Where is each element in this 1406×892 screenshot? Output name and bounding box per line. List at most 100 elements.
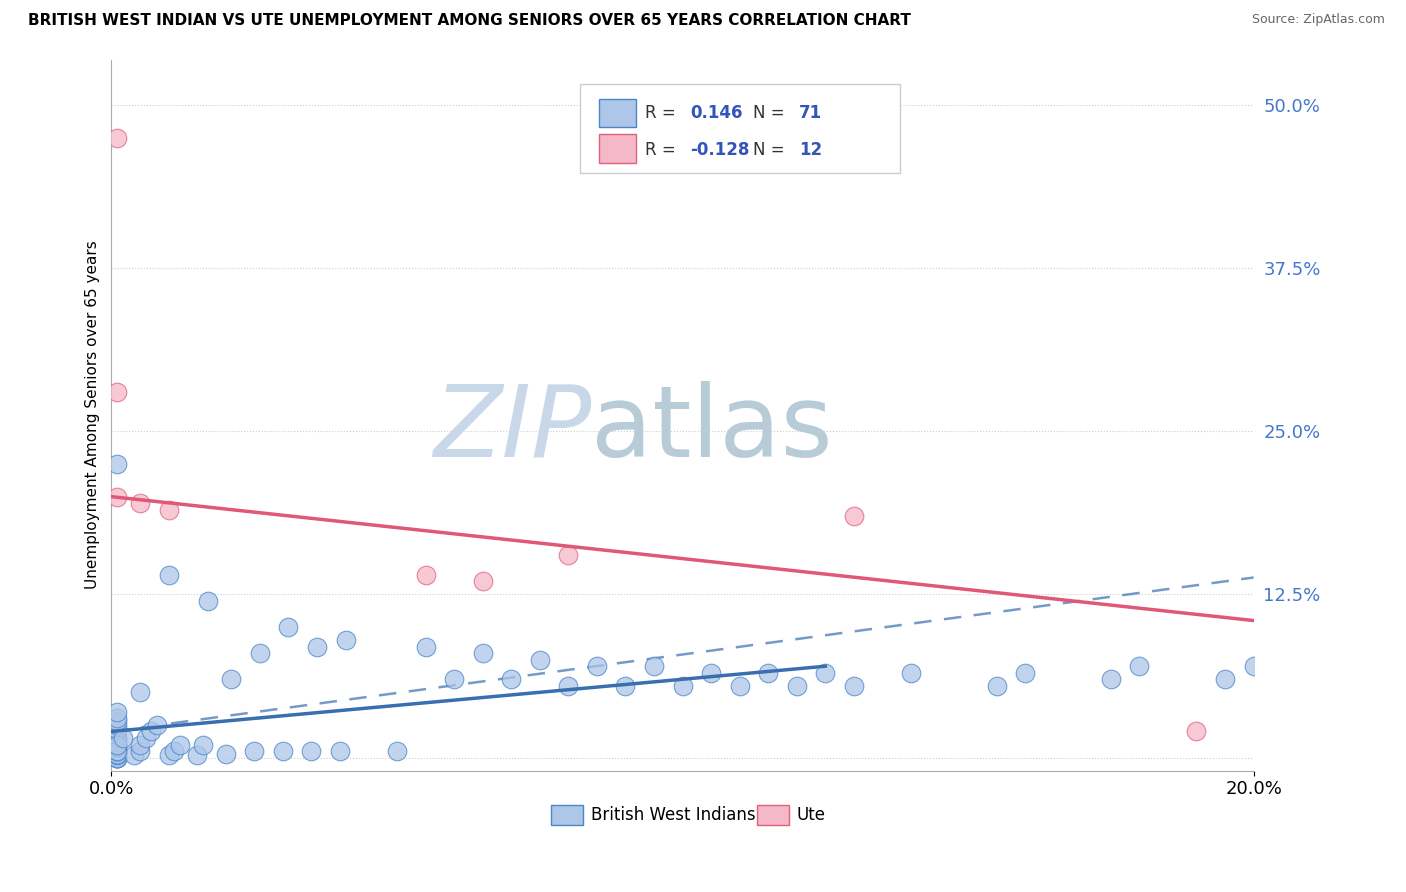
Point <box>105 750 128 764</box>
Point <box>501 673 523 687</box>
Point <box>105 131 128 145</box>
Text: R =: R = <box>645 104 681 122</box>
Point <box>728 679 751 693</box>
Point <box>122 747 145 762</box>
Point <box>671 679 693 693</box>
Point <box>105 457 128 471</box>
Point <box>415 640 437 654</box>
Point <box>986 679 1008 693</box>
Point <box>700 665 723 680</box>
Point <box>385 744 408 758</box>
Point <box>529 653 551 667</box>
Point <box>129 685 152 699</box>
Text: 0.146: 0.146 <box>690 104 742 122</box>
Point <box>221 673 243 687</box>
Point <box>443 673 465 687</box>
Point <box>105 490 128 504</box>
FancyBboxPatch shape <box>599 135 636 162</box>
Point <box>141 724 163 739</box>
Point <box>1099 673 1122 687</box>
Point <box>557 549 579 563</box>
Point <box>105 714 128 728</box>
Text: N =: N = <box>754 104 790 122</box>
Text: British West Indians: British West Indians <box>591 806 756 824</box>
Point <box>105 731 128 745</box>
Point <box>191 738 214 752</box>
Point <box>105 744 128 758</box>
Point <box>197 594 219 608</box>
Point <box>105 718 128 732</box>
Point <box>135 731 157 745</box>
Point <box>105 724 128 739</box>
Point <box>585 659 607 673</box>
Point <box>842 509 865 524</box>
Text: N =: N = <box>754 141 790 159</box>
Point <box>146 718 169 732</box>
Point <box>129 744 152 758</box>
Point <box>105 711 128 725</box>
Point <box>105 738 128 752</box>
Point <box>271 744 294 758</box>
Point <box>335 633 357 648</box>
Point <box>105 744 128 758</box>
Point <box>129 738 152 752</box>
Point <box>614 679 637 693</box>
Point <box>105 750 128 764</box>
FancyBboxPatch shape <box>599 99 636 128</box>
Point <box>105 747 128 761</box>
Point <box>329 744 352 758</box>
Point <box>169 738 191 752</box>
Point <box>105 740 128 755</box>
Point <box>105 735 128 749</box>
Point <box>105 750 128 764</box>
Point <box>105 722 128 736</box>
Point <box>643 659 665 673</box>
Point <box>1213 673 1236 687</box>
Point <box>163 744 186 758</box>
Text: Source: ZipAtlas.com: Source: ZipAtlas.com <box>1251 13 1385 27</box>
FancyBboxPatch shape <box>756 805 789 825</box>
Text: 12: 12 <box>799 141 823 159</box>
Y-axis label: Unemployment Among Seniors over 65 years: Unemployment Among Seniors over 65 years <box>86 241 100 590</box>
Point <box>277 620 299 634</box>
Point <box>1014 665 1036 680</box>
Text: ZIP: ZIP <box>433 381 591 478</box>
Point <box>105 747 128 762</box>
Text: 71: 71 <box>799 104 823 122</box>
Text: atlas: atlas <box>591 381 832 478</box>
Point <box>305 640 328 654</box>
Point <box>105 705 128 719</box>
Point <box>900 665 922 680</box>
Point <box>214 747 236 761</box>
Point <box>557 679 579 693</box>
FancyBboxPatch shape <box>551 805 583 825</box>
Point <box>105 750 128 764</box>
Point <box>471 646 494 660</box>
Point <box>249 646 271 660</box>
Text: BRITISH WEST INDIAN VS UTE UNEMPLOYMENT AMONG SENIORS OVER 65 YEARS CORRELATION : BRITISH WEST INDIAN VS UTE UNEMPLOYMENT … <box>28 13 911 29</box>
Point <box>243 744 266 758</box>
Point <box>129 496 152 510</box>
Point <box>299 744 322 758</box>
Point <box>157 568 180 582</box>
Point <box>814 665 837 680</box>
Point <box>157 502 180 516</box>
Point <box>186 747 208 762</box>
Point <box>756 665 779 680</box>
FancyBboxPatch shape <box>579 85 900 173</box>
Point <box>105 738 128 752</box>
Point <box>1128 659 1150 673</box>
Point <box>105 731 128 745</box>
Point <box>111 731 134 745</box>
Text: Ute: Ute <box>797 806 825 824</box>
Point <box>1185 724 1208 739</box>
Point <box>842 679 865 693</box>
Point <box>786 679 808 693</box>
Point <box>105 744 128 758</box>
Text: -0.128: -0.128 <box>690 141 749 159</box>
Point <box>471 574 494 589</box>
Point <box>157 747 180 762</box>
Point <box>105 385 128 400</box>
Point <box>1243 659 1265 673</box>
Point <box>415 568 437 582</box>
